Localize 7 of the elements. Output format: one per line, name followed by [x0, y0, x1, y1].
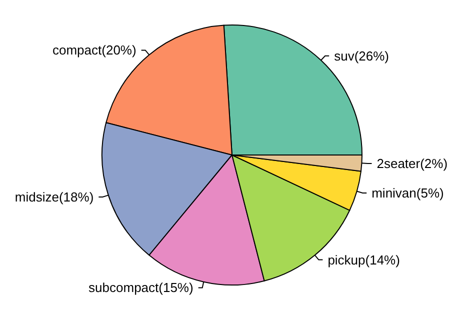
slice-label: 2seater(2%)	[376, 156, 448, 172]
slice-label: subcompact(15%)	[88, 280, 194, 296]
slice-label: suv(26%)	[334, 48, 390, 64]
slice-label: minivan(5%)	[372, 185, 444, 200]
slice-label: pickup(14%)	[328, 252, 400, 268]
slice-label: compact(20%)	[52, 42, 136, 58]
slice-label: midsize(18%)	[14, 190, 94, 205]
